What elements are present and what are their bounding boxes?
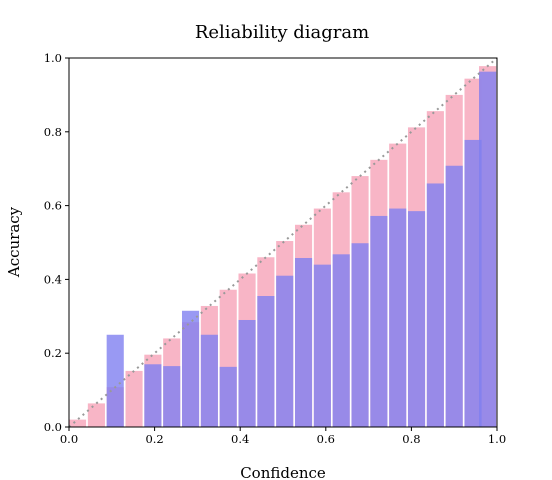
accuracy-bar bbox=[351, 243, 369, 427]
x-tick-label: 0.4 bbox=[231, 432, 249, 446]
plot-frame bbox=[68, 57, 498, 428]
accuracy-bar bbox=[276, 275, 294, 427]
accuracy-bar bbox=[464, 139, 482, 427]
accuracy-bar bbox=[332, 254, 350, 427]
y-tick-label: 0.6 bbox=[44, 199, 62, 213]
accuracy-bar bbox=[144, 364, 162, 427]
bars-layer bbox=[69, 66, 497, 428]
x-tick-label: 1.0 bbox=[488, 432, 506, 446]
x-tick-label: 0.8 bbox=[402, 432, 420, 446]
reference-line-layer bbox=[68, 57, 498, 428]
accuracy-bar bbox=[106, 334, 124, 427]
accuracy-bar bbox=[389, 208, 407, 427]
accuracy-bar bbox=[200, 334, 218, 427]
y-tick-label: 0.0 bbox=[44, 420, 62, 434]
y-axis-ticks: 0.0 0.2 0.4 0.6 0.8 1.0 bbox=[44, 51, 69, 434]
y-tick-label: 0.2 bbox=[44, 346, 62, 360]
accuracy-bar bbox=[163, 366, 181, 427]
accuracy-bar bbox=[370, 215, 388, 427]
y-tick-label: 0.4 bbox=[44, 272, 62, 286]
accuracy-bar bbox=[445, 165, 463, 428]
accuracy-bar bbox=[313, 264, 331, 427]
accuracy-bar bbox=[479, 71, 497, 427]
gap-bar bbox=[125, 370, 143, 427]
x-tick-label: 0.6 bbox=[317, 432, 335, 446]
accuracy-bar bbox=[219, 366, 237, 427]
accuracy-bar bbox=[407, 211, 426, 427]
y-tick-label: 0.8 bbox=[44, 125, 62, 139]
x-tick-label: 0.0 bbox=[60, 432, 78, 446]
y-tick-label: 1.0 bbox=[44, 51, 62, 65]
chart-title: Reliability diagram bbox=[195, 22, 369, 43]
x-axis-ticks: 0.0 0.2 0.4 0.6 0.8 1.0 bbox=[60, 427, 506, 446]
perfect-calibration-line bbox=[68, 57, 498, 428]
accuracy-bar bbox=[181, 310, 200, 427]
accuracy-bar bbox=[238, 319, 256, 427]
accuracy-bar bbox=[426, 183, 444, 427]
gap-bar bbox=[87, 403, 105, 427]
x-tick-label: 0.2 bbox=[145, 432, 163, 446]
accuracy-bar bbox=[294, 257, 313, 427]
x-axis-label: Confidence bbox=[240, 464, 326, 480]
y-axis-label: Accuracy bbox=[5, 206, 23, 278]
accuracy-bar bbox=[257, 296, 275, 427]
gap-bar bbox=[69, 419, 87, 427]
